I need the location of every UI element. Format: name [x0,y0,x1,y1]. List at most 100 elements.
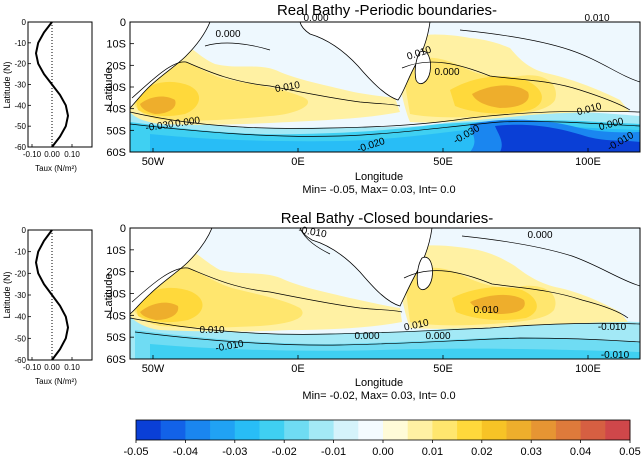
y-tick-label: -30 [14,81,26,90]
wind-panel-frame [27,229,93,361]
y-tick-label: 30S [106,289,126,301]
contour-label: 0.000 [303,13,328,24]
y-axis-label: Latitude (N) [2,61,12,108]
y-tick-label: -30 [14,291,26,300]
southern-ocean-band [495,124,640,152]
colorbar-swatch [481,420,507,440]
x-axis-label: Longitude [355,377,403,389]
x-tick-label: 0.10 [64,150,80,159]
x-tick-label: 0.00 [44,363,60,372]
colorbar-swatch [358,420,384,440]
x-tick-label: -0.10 [23,150,42,159]
contour-label: 0.000 [527,230,552,241]
y-tick-label: -40 [14,101,26,110]
contour-label: -0.010 [601,350,630,361]
colorbar-swatch [407,420,433,440]
contour-label: -0.010 [598,322,627,333]
y-tick-label: 0 [120,223,126,235]
y-tick-label: 40S [106,310,126,322]
y-tick-label: -60 [14,356,26,365]
landmass [414,50,431,85]
x-tick-label: -0.10 [23,363,42,372]
colorbar-tick-label: -0.05 [123,446,148,458]
y-tick-label: -10 [14,39,26,48]
colorbar-tick-label: 0.01 [422,446,443,458]
y-tick-label: -40 [14,313,26,322]
colorbar-swatch [580,420,606,440]
colorbar-tick-label: 0.05 [619,446,640,458]
colorbar-swatch [210,420,236,440]
colorbar-swatch [160,420,186,440]
y-tick-label: -20 [14,269,26,278]
colorbar-swatch [432,420,458,440]
warm-anomaly-region [472,85,529,108]
y-tick-label: -20 [14,60,26,69]
y-tick-label: 50S [106,125,126,137]
y-tick-label: 20S [106,267,126,279]
map-title: Real Bathy -Closed boundaries- [281,210,494,227]
y-axis-label: Latitude [103,67,115,106]
landmass [416,256,433,291]
y-tick-label: 20S [106,60,126,72]
sst-map-lower: Real Bathy -Closed boundaries- -0.010 0.0… [103,210,641,402]
colorbar-swatch [457,420,483,440]
warm-anomaly-region [140,96,176,114]
colorbar-swatch [234,420,260,440]
colorbar: -0.05 -0.04 -0.03 -0.02 -0.01 0.00 0.01 0.02 0.0… [123,419,641,458]
y-tick-label: -50 [14,122,26,131]
contour-label: -0.030 [145,119,175,134]
contour-label: 0.000 [215,29,240,40]
colorbar-swatch [185,420,211,440]
y-tick-label: 10S [106,39,126,51]
landmass [129,21,211,109]
x-tick-label: 0.10 [64,363,80,372]
wind-stress-panel-lower: 0 -10 -20 -30 -40 -50 -60 -0.10 0.00 0.10 Latitu… [2,226,93,386]
x-axis-label: Taux (N/m²) [35,377,77,386]
contour-label: 0.010 [199,325,224,336]
y-tick-label: 60S [106,354,126,366]
colorbar-swatch [531,420,557,440]
x-tick-label: 50E [433,156,453,168]
x-tick-label: 0E [291,363,304,375]
wind-panel-frame [27,21,93,148]
contour-lines [129,29,641,137]
colorbar-swatch [605,420,631,440]
colorbar-tick-label: 0.02 [471,446,492,458]
colorbar-tick-label: 0.00 [372,446,393,458]
y-tick-label: 50S [106,332,126,344]
y-tick-label: 0 [120,17,126,29]
colorbar-tick-label: -0.01 [321,446,346,458]
x-tick-label: 50E [433,363,453,375]
contour-label: -0.010 [215,339,245,355]
colorbar-swatch [383,420,409,440]
sst-map-upper: Real Bathy -Periodic boundaries- 0 [103,2,641,196]
contour-label: -0.010 [298,225,328,241]
x-tick-label: 0.00 [44,150,60,159]
y-tick-label: 10S [106,245,126,257]
y-tick-label: -60 [14,143,26,152]
y-tick-label: 0 [22,226,27,235]
x-axis-label: Longitude [355,171,403,183]
wind-stress-panel-upper: 0 -10 -20 -30 -40 -50 -60 -0.10 0.00 0.10 Latitu… [2,18,93,173]
x-tick-label: 100E [575,363,601,375]
y-axis-label: Latitude [103,273,115,312]
contour-label: 0.010 [584,13,609,24]
wind-stress-curve [34,229,70,361]
y-axis-label: Latitude (N) [2,271,12,318]
contour-label: 0.000 [354,331,379,342]
y-tick-label: 0 [22,18,27,27]
colorbar-tick-label: 0.03 [520,446,541,458]
southern-ocean-band [150,344,640,359]
y-tick-label: 40S [106,104,126,116]
warm-anomaly-region [140,302,179,320]
y-tick-label: 60S [106,147,126,159]
x-tick-label: 50W [142,156,165,168]
colorbar-tick-label: -0.02 [272,446,297,458]
colorbar-tick-label: -0.04 [173,446,198,458]
colorbar-swatch [555,420,581,440]
colorbar-swatch [284,420,310,440]
y-tick-label: 30S [106,82,126,94]
map-title: Real Bathy -Periodic boundaries- [277,2,497,19]
contour-label: 0.010 [473,305,498,316]
x-tick-label: 0E [291,156,304,168]
